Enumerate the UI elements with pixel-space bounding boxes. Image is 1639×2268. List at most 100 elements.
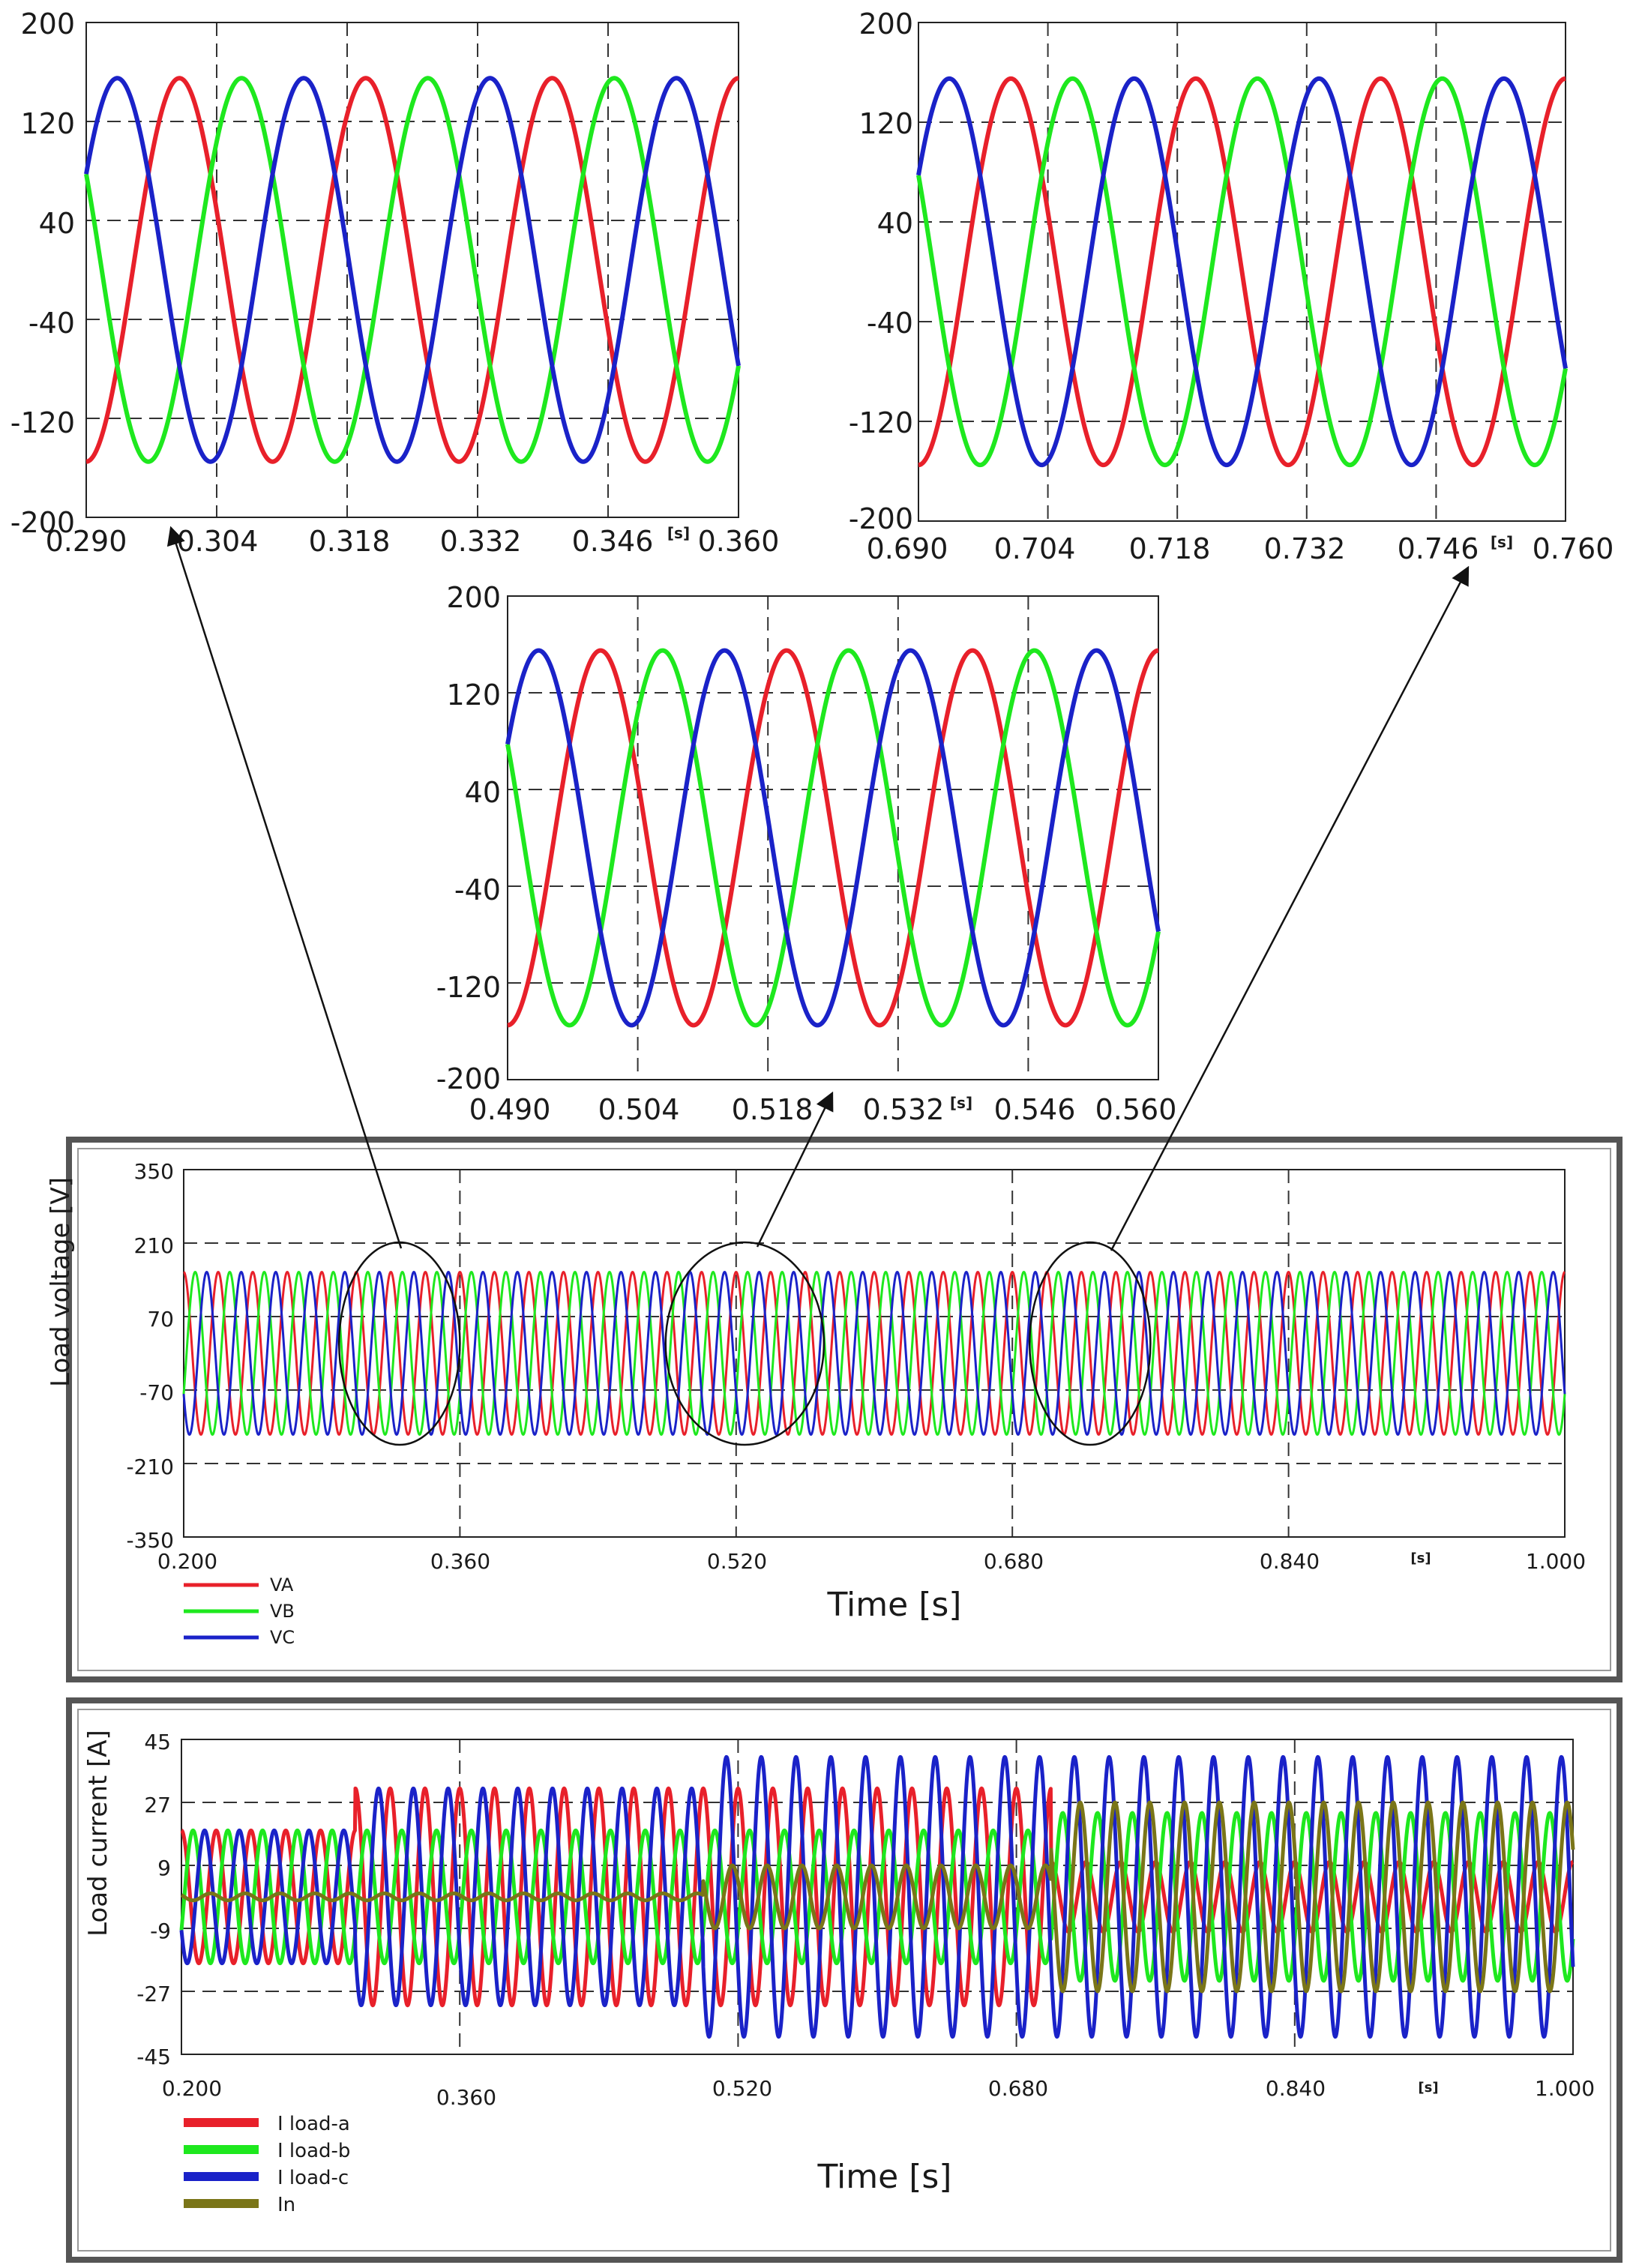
series-line-va bbox=[917, 76, 1567, 468]
zoom-1-ytick: -120 bbox=[10, 406, 75, 439]
zoom-2-ytick: 120 bbox=[858, 107, 913, 140]
legend-label-va: VA bbox=[270, 1574, 294, 1595]
zoom-1-grid bbox=[85, 22, 739, 518]
zoom-1-xtick: 0.332 bbox=[440, 525, 522, 558]
zoom-arrow-2 bbox=[1110, 565, 1470, 1251]
zoom-2-ytick: -120 bbox=[849, 406, 913, 439]
zoom-1-xtick: 0.346 bbox=[572, 525, 654, 558]
zoom-chart-2: 200 120 40 -40 -120 -200 0.690 0.704 0.7… bbox=[849, 7, 1614, 565]
legend-label-vc: VC bbox=[270, 1627, 295, 1648]
load-voltage-xtick: 0.840 bbox=[1260, 1549, 1320, 1574]
load-voltage-ytick: -350 bbox=[126, 1528, 174, 1553]
plot-frame bbox=[918, 22, 1566, 522]
zoom-3-ytick: 120 bbox=[446, 679, 501, 712]
zoom-chart-1: 200 120 40 -40 -120 -200 0.290 0.304 0.3… bbox=[10, 7, 780, 558]
zoom-3-ytick: -200 bbox=[436, 1062, 501, 1095]
zoom-3-ytick: -40 bbox=[454, 873, 501, 906]
zoom-2-ytick: 200 bbox=[858, 7, 913, 40]
zoom-1-xtick: 0.304 bbox=[177, 525, 259, 558]
zoom-arrow-3 bbox=[756, 1091, 834, 1248]
plot-frame bbox=[507, 595, 1159, 1080]
series-line-vb bbox=[505, 648, 1161, 1028]
series-line-va bbox=[85, 76, 740, 464]
zoom-1-ytick: -40 bbox=[28, 307, 75, 340]
load-voltage-frame-inner bbox=[77, 1148, 1611, 1671]
load-voltage-ytick: 70 bbox=[147, 1307, 174, 1332]
load-current-xtick: 0.200 bbox=[162, 2076, 222, 2101]
zoom-2-ytick: 40 bbox=[877, 207, 913, 240]
zoom-2-xtick: 0.746 bbox=[1398, 532, 1479, 565]
zoom-3-ytick: 200 bbox=[446, 581, 501, 614]
zoom-1-unit: [s] bbox=[667, 524, 690, 542]
plot-frame bbox=[183, 1169, 1566, 1538]
load-current-chart: 45 27 9 -9 -27 -45 0.200 0.360 0.520 0.6… bbox=[83, 1730, 1595, 2216]
zoom-1-ytick: 120 bbox=[20, 107, 75, 140]
series-line-i-load-c bbox=[179, 1754, 1575, 2039]
plot-frame bbox=[85, 22, 739, 518]
load-voltage-xtick: 0.360 bbox=[430, 1549, 490, 1574]
zoom-1-xtick: 0.360 bbox=[698, 525, 780, 558]
zoom-3-grid bbox=[507, 595, 1159, 1080]
load-current-unit: [s] bbox=[1418, 2080, 1438, 2096]
zoom-2-xtick: 0.732 bbox=[1264, 532, 1346, 565]
zoom-3-xtick: 0.490 bbox=[469, 1093, 551, 1126]
series-line-vc bbox=[84, 76, 741, 464]
load-current-xtick: 1.000 bbox=[1535, 2076, 1595, 2101]
legend-label-in: In bbox=[277, 2194, 295, 2216]
load-voltage-xtick: 0.520 bbox=[707, 1549, 767, 1574]
load-voltage-grid bbox=[183, 1169, 1566, 1538]
load-voltage-ylabel: Load voltage [V] bbox=[46, 1177, 76, 1387]
load-current-xlabel: Time [s] bbox=[817, 2158, 952, 2196]
load-voltage-ytick: 350 bbox=[134, 1159, 174, 1184]
series-line-vb bbox=[916, 76, 1568, 468]
load-voltage-chart: 350 210 70 -70 -210 -350 0.200 0.360 0.5… bbox=[46, 1159, 1586, 1648]
zoom-3-xtick: 0.560 bbox=[1095, 1093, 1177, 1126]
legend-label-iload-c: I load-c bbox=[277, 2167, 349, 2189]
zoom-2-xtick: 0.690 bbox=[867, 532, 948, 565]
load-current-frame-inner bbox=[77, 1709, 1611, 2252]
zoom-2-unit: [s] bbox=[1491, 533, 1513, 551]
load-current-frame bbox=[66, 1697, 1623, 2263]
load-voltage-xlabel: Time [s] bbox=[827, 1586, 962, 1624]
load-current-ylabel: Load current [A] bbox=[83, 1730, 113, 1937]
zoom-1-ytick: 200 bbox=[20, 7, 75, 40]
legend-label-iload-a: I load-a bbox=[277, 2113, 350, 2135]
zoom-2-xtick: 0.760 bbox=[1533, 532, 1614, 565]
load-voltage-xtick: 1.000 bbox=[1526, 1549, 1586, 1574]
load-voltage-ytick: -70 bbox=[139, 1380, 174, 1405]
load-current-ytick: 27 bbox=[144, 1793, 171, 1817]
load-voltage-unit: [s] bbox=[1410, 1550, 1431, 1566]
zoom-1-ytick: 40 bbox=[39, 207, 75, 240]
series-line-vc bbox=[505, 648, 1161, 1028]
highlight-ellipse bbox=[664, 1241, 825, 1446]
highlight-ellipse bbox=[1028, 1241, 1152, 1446]
load-current-ytick: -45 bbox=[136, 2045, 171, 2069]
load-current-ytick: 9 bbox=[157, 1856, 171, 1880]
zoom-3-xtick: 0.518 bbox=[732, 1093, 814, 1126]
zoom-3-unit: [s] bbox=[950, 1094, 972, 1112]
series-line-in bbox=[180, 1800, 1575, 1994]
load-current-xtick: 0.680 bbox=[988, 2076, 1048, 2101]
load-current-xtick: 0.360 bbox=[436, 2085, 496, 2110]
zoom-3-ytick: -120 bbox=[436, 971, 501, 1004]
series-line-i-load-a bbox=[180, 1786, 1575, 2008]
load-voltage-frame bbox=[66, 1137, 1623, 1682]
zoom-2-grid bbox=[918, 22, 1566, 522]
legend-label-vb: VB bbox=[270, 1601, 295, 1622]
zoom-2-ytick: -200 bbox=[849, 502, 913, 535]
zoom-3-series bbox=[505, 648, 1161, 1028]
zoom-arrow-1 bbox=[166, 526, 403, 1249]
zoom-3-xtick: 0.504 bbox=[598, 1093, 680, 1126]
zoom-1-ytick: -200 bbox=[10, 506, 75, 539]
zoom-3-xtick: 0.532 bbox=[863, 1093, 945, 1126]
zoom-2-series bbox=[916, 76, 1568, 468]
series-line-vc bbox=[182, 1271, 1566, 1436]
zoom-1-xtick: 0.290 bbox=[46, 525, 127, 558]
zoom-2-ytick: -40 bbox=[867, 307, 913, 340]
load-current-ytick: 45 bbox=[144, 1730, 171, 1754]
series-line-vb bbox=[84, 76, 741, 464]
load-voltage-xtick: 0.200 bbox=[157, 1549, 217, 1574]
load-voltage-xtick: 0.680 bbox=[984, 1549, 1044, 1574]
zoom-3-xtick: 0.546 bbox=[994, 1093, 1076, 1126]
series-line-va bbox=[506, 648, 1160, 1028]
